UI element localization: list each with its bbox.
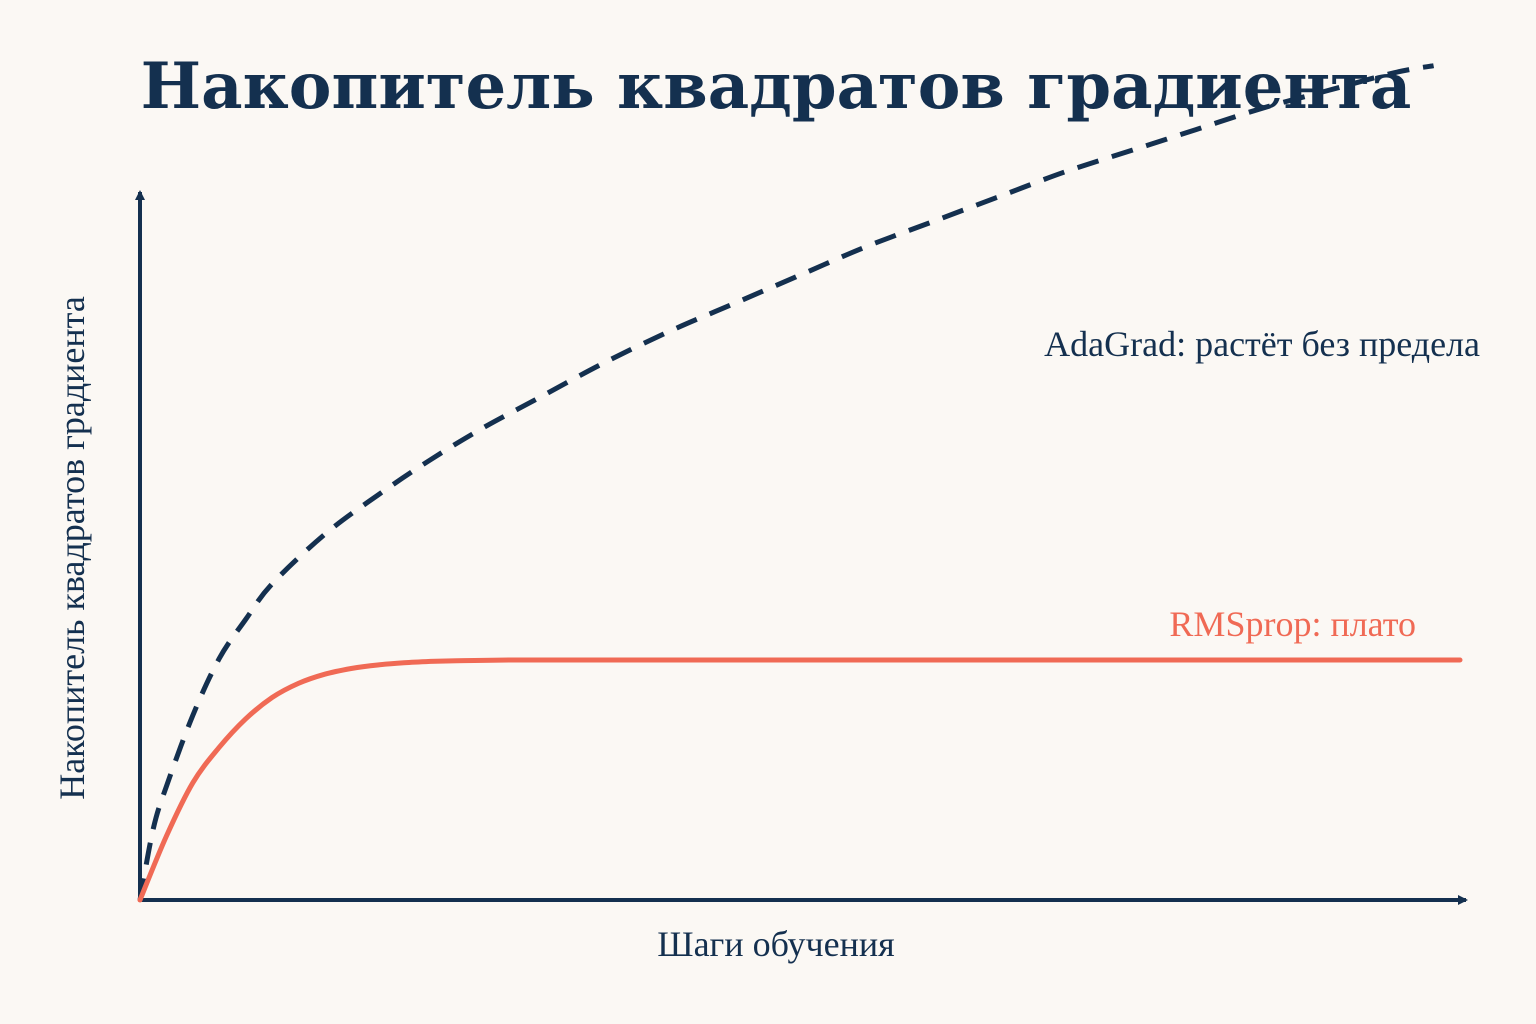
y-axis-label: Накопитель квадратов градиента	[52, 296, 92, 800]
series-line-rmsprop	[137, 657, 1463, 903]
series-label-rmsprop: RMSprop: плато	[1169, 604, 1416, 644]
series-label-adagrad: AdaGrad: растёт без предела	[1044, 324, 1480, 364]
x-axis-label: Шаги обучения	[657, 924, 894, 964]
series-line-adagrad	[137, 63, 1435, 901]
chart-title: Накопитель квадратов градиента	[141, 49, 1412, 124]
